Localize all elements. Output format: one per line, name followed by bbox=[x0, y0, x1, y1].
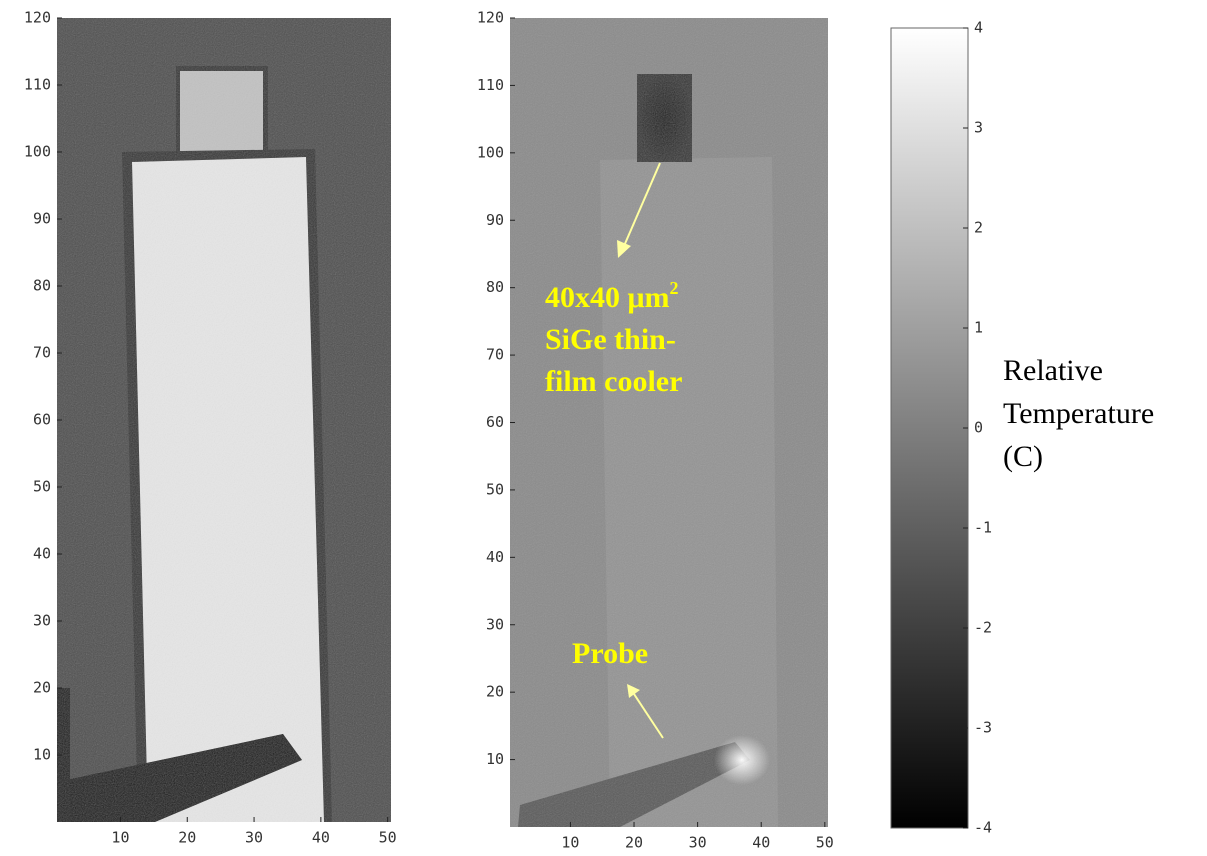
x-tick-label: 20 bbox=[178, 829, 196, 847]
y-tick-label: 20 bbox=[486, 683, 504, 701]
annotation: 40x40 μm2 bbox=[545, 278, 679, 314]
x-tick-label: 30 bbox=[689, 834, 707, 852]
colorbar bbox=[891, 28, 968, 828]
colorbar-label: Temperature bbox=[1003, 397, 1154, 430]
y-tick-label: 70 bbox=[33, 344, 51, 362]
y-tick-label: 40 bbox=[33, 545, 51, 563]
annotation: SiGe thin- bbox=[545, 323, 676, 356]
y-tick-label: 50 bbox=[486, 480, 504, 498]
x-tick-label: 50 bbox=[816, 834, 834, 852]
y-tick-label: 120 bbox=[24, 9, 51, 27]
y-tick-label: 120 bbox=[477, 9, 504, 27]
colorbar-tick-label: -2 bbox=[974, 619, 992, 637]
x-tick-label: 30 bbox=[245, 829, 263, 847]
colorbar-tick-label: -4 bbox=[974, 819, 992, 837]
annotation: film cooler bbox=[545, 365, 682, 398]
y-tick-label: 100 bbox=[477, 143, 504, 161]
x-tick-label: 40 bbox=[752, 834, 770, 852]
x-tick-label: 20 bbox=[625, 834, 643, 852]
y-tick-label: 80 bbox=[486, 278, 504, 296]
x-tick-label: 10 bbox=[111, 829, 129, 847]
y-tick-label: 100 bbox=[24, 143, 51, 161]
y-tick-label: 10 bbox=[486, 750, 504, 768]
x-tick-label: 50 bbox=[379, 829, 397, 847]
y-tick-label: 20 bbox=[33, 679, 51, 697]
y-tick-label: 30 bbox=[33, 612, 51, 630]
y-tick-label: 90 bbox=[486, 211, 504, 229]
colorbar-tick-label: 4 bbox=[974, 19, 983, 37]
y-tick-label: 50 bbox=[33, 478, 51, 496]
y-tick-label: 60 bbox=[486, 413, 504, 431]
colorbar-tick-label: -1 bbox=[974, 519, 992, 537]
y-tick-label: 110 bbox=[477, 76, 504, 94]
colorbar-tick-label: 0 bbox=[974, 419, 983, 437]
right-image bbox=[510, 18, 828, 827]
annotation: Probe bbox=[572, 637, 648, 670]
x-tick-label: 40 bbox=[312, 829, 330, 847]
y-tick-label: 70 bbox=[486, 346, 504, 364]
y-tick-label: 40 bbox=[486, 548, 504, 566]
colorbar-label: (C) bbox=[1003, 440, 1043, 473]
colorbar-tick-label: 2 bbox=[974, 219, 983, 237]
annotation-superscript: 2 bbox=[670, 278, 679, 298]
y-tick-label: 10 bbox=[33, 746, 51, 764]
y-tick-label: 90 bbox=[33, 210, 51, 228]
left-image bbox=[57, 18, 391, 822]
y-tick-label: 60 bbox=[33, 411, 51, 429]
colorbar-label: Relative bbox=[1003, 354, 1103, 387]
x-tick-label: 10 bbox=[561, 834, 579, 852]
y-tick-label: 110 bbox=[24, 76, 51, 94]
colorbar-tick-label: 1 bbox=[974, 319, 983, 337]
figure: 1020304050607080901001101201020304050102… bbox=[0, 0, 1207, 856]
y-tick-label: 80 bbox=[33, 277, 51, 295]
y-tick-label: 30 bbox=[486, 615, 504, 633]
colorbar-tick-label: -3 bbox=[974, 719, 992, 737]
colorbar-tick-label: 3 bbox=[974, 119, 983, 137]
